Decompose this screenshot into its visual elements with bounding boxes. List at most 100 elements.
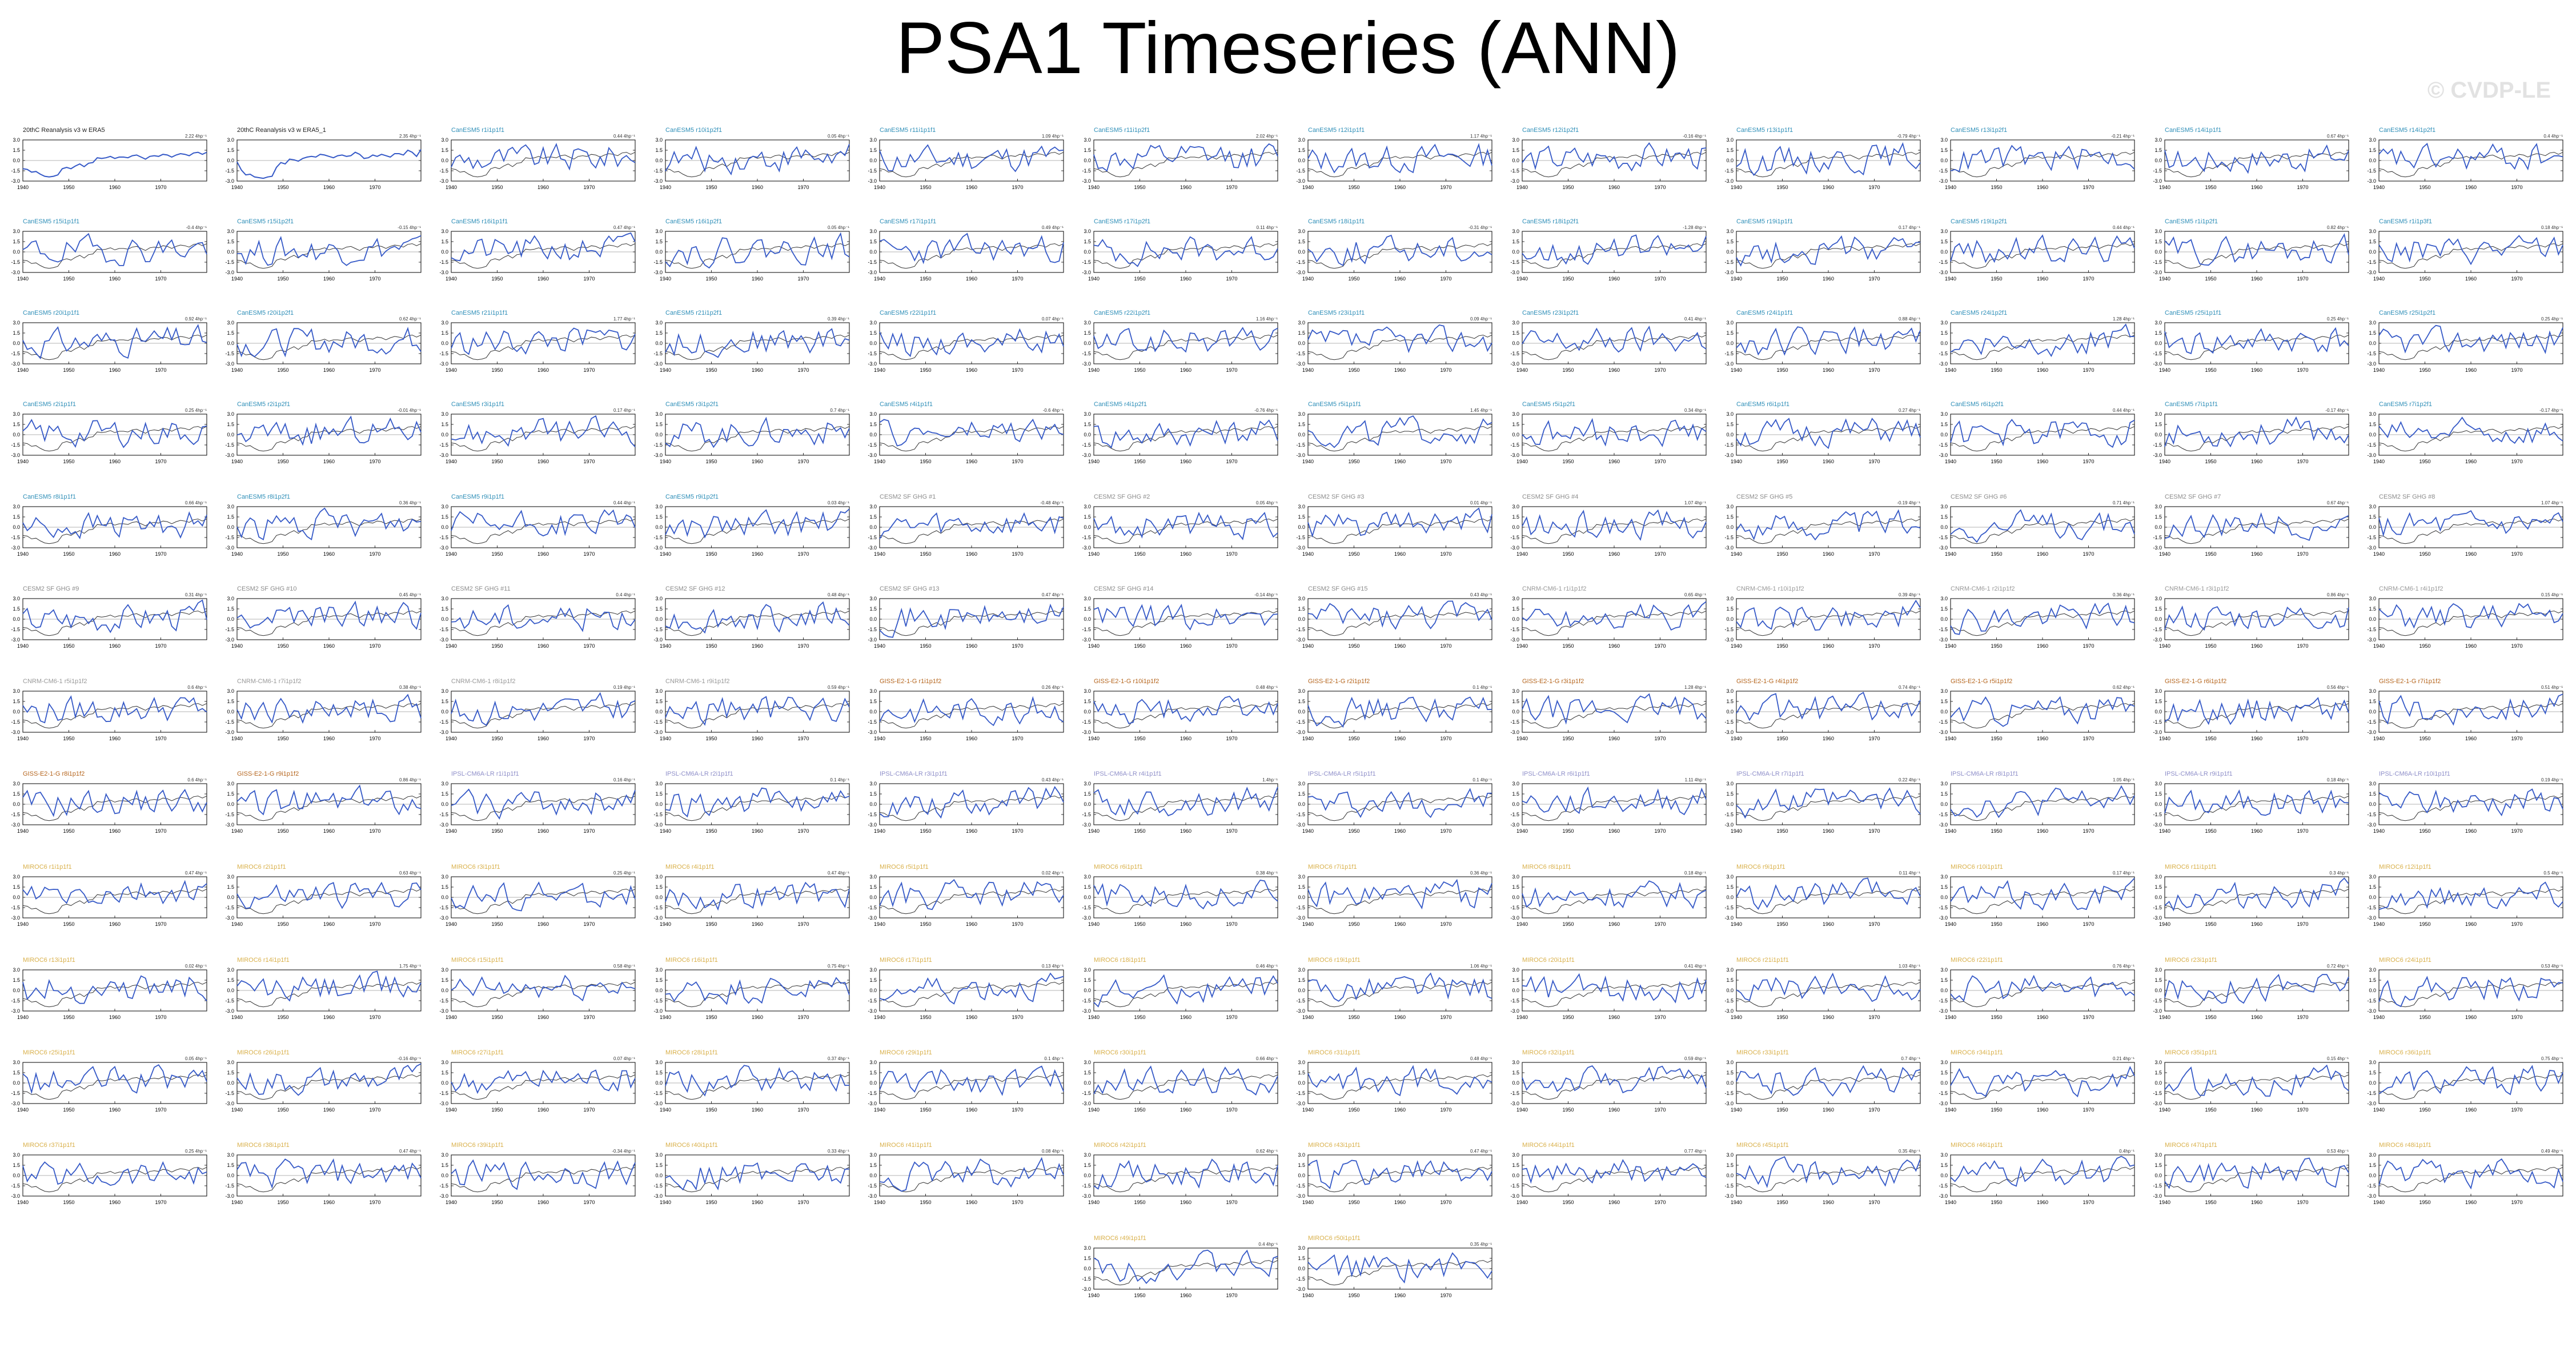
reference-series-line xyxy=(1522,519,1707,544)
y-tick-label: -1.5 xyxy=(1939,905,1948,910)
y-tick-label: 1.5 xyxy=(1726,977,1734,983)
x-tick-label: 1940 xyxy=(231,276,243,282)
y-tick-label: -1.5 xyxy=(2367,812,2376,817)
member-series-line xyxy=(1307,696,1492,728)
y-tick-label: 3.0 xyxy=(1512,874,1519,880)
y-tick-label: 3.0 xyxy=(13,504,20,509)
y-tick-label: 1.5 xyxy=(1512,147,1519,153)
panel-stat: 0.11 4hp⁻¹ xyxy=(1899,870,1921,876)
x-tick-label: 1940 xyxy=(1731,367,1742,373)
reference-series-line xyxy=(2164,335,2349,360)
y-tick-label: 1.5 xyxy=(2369,606,2376,612)
x-tick-label: 1970 xyxy=(583,736,595,741)
panel-label: CESM2 SF GHG #2 xyxy=(1094,494,1150,500)
y-tick-label: -3.0 xyxy=(1082,452,1091,458)
x-tick-label: 1970 xyxy=(1012,184,1023,190)
y-tick-label: -3.0 xyxy=(1510,822,1519,828)
y-tick-label: -1.5 xyxy=(439,1090,448,1096)
x-tick-label: 1960 xyxy=(2037,184,2048,190)
y-tick-label: 1.5 xyxy=(1940,422,1948,427)
y-tick-label: 1.5 xyxy=(1512,1070,1519,1076)
x-tick-label: 1950 xyxy=(1134,1199,1145,1205)
y-tick-label: -3.0 xyxy=(1296,1193,1305,1199)
member-series-line xyxy=(1950,1156,2135,1187)
panel: MIROC6 r39i1p1f1-0.34 4hp⁻¹3.01.50.0-1.5… xyxy=(439,1142,636,1205)
y-tick-label: 3.0 xyxy=(655,228,663,234)
x-tick-label: 1970 xyxy=(2297,1107,2308,1113)
x-tick-label: 1960 xyxy=(537,1107,549,1113)
panel-label: IPSL-CM6A-LR r1i1p1f1 xyxy=(451,771,519,777)
panel-label: CanESM5 r1i1p1f1 xyxy=(451,127,504,134)
y-tick-label: -1.5 xyxy=(1939,1090,1948,1096)
member-series-line xyxy=(1950,974,2135,1002)
x-tick-label: 1970 xyxy=(2297,551,2308,557)
panel-label: MIROC6 r15i1p1f1 xyxy=(451,957,504,964)
y-tick-label: -1.5 xyxy=(2153,259,2162,265)
y-tick-label: 0.0 xyxy=(1298,709,1305,715)
reference-series-line xyxy=(236,335,422,360)
y-tick-label: -1.5 xyxy=(439,905,448,910)
y-tick-label: 3.0 xyxy=(227,137,234,143)
x-tick-label: 1960 xyxy=(966,1014,977,1020)
panel-stat: 0.16 4hp⁻¹ xyxy=(613,777,635,783)
x-tick-label: 1950 xyxy=(1134,1107,1145,1113)
y-tick-label: -3.0 xyxy=(1939,729,1948,735)
x-tick-label: 1970 xyxy=(2083,367,2094,373)
panel-label: MIROC6 r24i1p1f1 xyxy=(2379,957,2431,964)
y-tick-label: -1.5 xyxy=(653,259,663,265)
y-tick-label: 0.0 xyxy=(1084,1266,1091,1271)
y-tick-label: 3.0 xyxy=(1726,1060,1734,1065)
y-tick-label: 3.0 xyxy=(1298,137,1305,143)
reference-series-line xyxy=(879,1074,1064,1100)
panel-label: MIROC6 r44i1p1f1 xyxy=(1522,1142,1575,1149)
member-series-line xyxy=(1522,1159,1707,1184)
y-tick-label: -1.5 xyxy=(225,627,234,632)
x-tick-label: 1970 xyxy=(797,643,809,649)
y-tick-label: -3.0 xyxy=(2153,1193,2162,1199)
reference-series-line xyxy=(2378,703,2563,729)
y-tick-label: -3.0 xyxy=(1724,1008,1734,1014)
x-tick-label: 1940 xyxy=(1945,551,1956,557)
x-tick-label: 1970 xyxy=(1440,459,1451,464)
x-tick-label: 1970 xyxy=(2083,551,2094,557)
y-tick-label: 1.5 xyxy=(655,1070,663,1076)
y-tick-label: 1.5 xyxy=(13,791,20,797)
y-tick-label: 0.0 xyxy=(13,524,20,530)
member-series-line xyxy=(1307,1160,1492,1190)
x-tick-label: 1950 xyxy=(2205,643,2216,649)
y-tick-label: -1.5 xyxy=(653,535,663,540)
x-tick-label: 1940 xyxy=(1516,736,1528,741)
panel-stat: 0.92 4hp⁻¹ xyxy=(185,316,207,322)
y-tick-label: 3.0 xyxy=(441,320,448,326)
y-tick-label: -1.5 xyxy=(653,1183,663,1189)
reference-series-line xyxy=(1950,426,2135,452)
x-tick-label: 1950 xyxy=(277,459,288,464)
panel-stat: 0.76 4hp⁻¹ xyxy=(2113,964,2134,969)
y-tick-label: -3.0 xyxy=(653,545,663,551)
y-tick-label: 3.0 xyxy=(227,596,234,601)
y-tick-label: 1.5 xyxy=(1726,1070,1734,1076)
x-tick-label: 1970 xyxy=(155,643,166,649)
y-tick-label: -3.0 xyxy=(1082,729,1091,735)
y-tick-label: 0.0 xyxy=(655,524,663,530)
observed-series-line xyxy=(22,151,207,178)
panel-stat: 0.22 4hp⁻¹ xyxy=(1899,777,1920,783)
y-tick-label: -1.5 xyxy=(225,535,234,540)
y-tick-label: 0.0 xyxy=(2154,894,2162,900)
panel-label: CanESM5 r5i1p2f1 xyxy=(1522,401,1575,408)
x-tick-label: 1960 xyxy=(752,828,763,834)
x-tick-label: 1940 xyxy=(2159,921,2170,927)
y-tick-label: -1.5 xyxy=(1082,168,1091,174)
y-tick-label: 3.0 xyxy=(655,504,663,509)
panel-stat: 0.21 4hp⁻¹ xyxy=(2113,1056,2134,1061)
reference-series-line xyxy=(1950,1167,2135,1193)
